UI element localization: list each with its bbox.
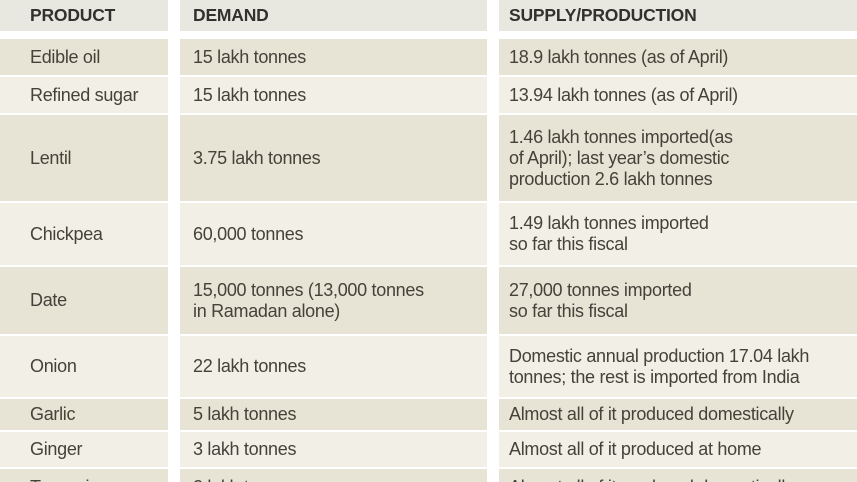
- demand-cell: 5 lakh tonnes: [180, 399, 487, 430]
- table-row-onion: Onion 22 lakh tonnes Domestic annual pro…: [0, 336, 857, 397]
- product-cell: Refined sugar: [0, 77, 168, 113]
- product-cell: Date: [0, 267, 168, 334]
- table-header-row: PRODUCT DEMAND SUPPLY/PRODUCTION: [0, 0, 857, 31]
- demand-cell: 60,000 tonnes: [180, 203, 487, 265]
- supply-cell: Almost all of it produced domestically: [499, 469, 857, 482]
- demand-cell: 15 lakh tonnes: [180, 77, 487, 113]
- product-cell: Chickpea: [0, 203, 168, 265]
- supply-cell: 13.94 lakh tonnes (as of April): [499, 77, 857, 113]
- demand-cell: 2 lakh tonnes: [180, 469, 487, 482]
- supply-cell: 27,000 tonnes imported so far this fisca…: [499, 267, 857, 334]
- product-cell: Onion: [0, 336, 168, 397]
- header-product: PRODUCT: [0, 0, 168, 31]
- supply-cell: Almost all of it produced at home: [499, 432, 857, 467]
- header-demand: DEMAND: [180, 0, 487, 31]
- demand-cell: 3.75 lakh tonnes: [180, 115, 487, 201]
- product-cell: Edible oil: [0, 39, 168, 75]
- table-row-date: Date 15,000 tonnes (13,000 tonnes in Ram…: [0, 267, 857, 334]
- demand-cell: 15,000 tonnes (13,000 tonnes in Ramadan …: [180, 267, 487, 334]
- table-row-turmeric-clipped: Turmeric 2 lakh tonnes Almost all of it …: [0, 469, 857, 482]
- table-row-refined-sugar: Refined sugar 15 lakh tonnes 13.94 lakh …: [0, 77, 857, 113]
- header-supply-production: SUPPLY/PRODUCTION: [499, 0, 857, 31]
- product-cell: Garlic: [0, 399, 168, 430]
- table-row-garlic: Garlic 5 lakh tonnes Almost all of it pr…: [0, 399, 857, 430]
- supply-cell: Almost all of it produced domestically: [499, 399, 857, 430]
- product-cell: Turmeric: [0, 469, 168, 482]
- table-row-chickpea: Chickpea 60,000 tonnes 1.49 lakh tonnes …: [0, 203, 857, 265]
- supply-cell: Domestic annual production 17.04 lakh to…: [499, 336, 857, 397]
- product-cell: Ginger: [0, 432, 168, 467]
- demand-cell: 3 lakh tonnes: [180, 432, 487, 467]
- table-row-edible-oil: Edible oil 15 lakh tonnes 18.9 lakh tonn…: [0, 39, 857, 75]
- demand-cell: 15 lakh tonnes: [180, 39, 487, 75]
- supply-cell: 1.46 lakh tonnes imported(as of April); …: [499, 115, 857, 201]
- supply-cell: 1.49 lakh tonnes imported so far this fi…: [499, 203, 857, 265]
- table-row-ginger: Ginger 3 lakh tonnes Almost all of it pr…: [0, 432, 857, 467]
- table-row-lentil: Lentil 3.75 lakh tonnes 1.46 lakh tonnes…: [0, 115, 857, 201]
- demand-cell: 22 lakh tonnes: [180, 336, 487, 397]
- product-cell: Lentil: [0, 115, 168, 201]
- supply-cell: 18.9 lakh tonnes (as of April): [499, 39, 857, 75]
